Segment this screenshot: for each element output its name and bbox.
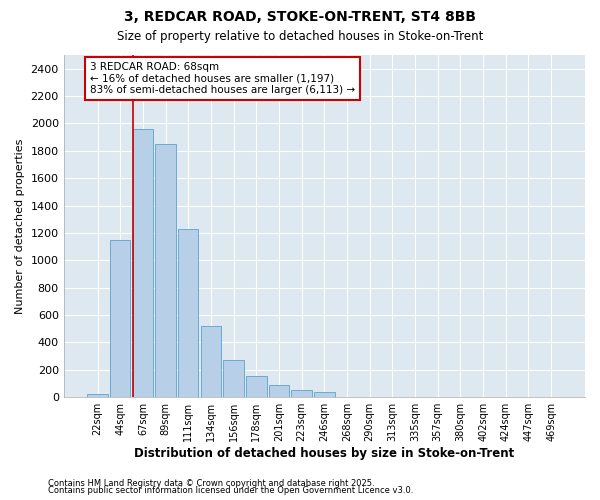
Text: Contains public sector information licensed under the Open Government Licence v3: Contains public sector information licen…: [48, 486, 413, 495]
Bar: [133, 129, 153, 397]
Bar: [359, 396, 380, 397]
Y-axis label: Number of detached properties: Number of detached properties: [15, 138, 25, 314]
Bar: [269, 385, 289, 397]
Bar: [110, 240, 130, 397]
Text: 3 REDCAR ROAD: 68sqm
← 16% of detached houses are smaller (1,197)
83% of semi-de: 3 REDCAR ROAD: 68sqm ← 16% of detached h…: [90, 62, 355, 95]
Text: Contains HM Land Registry data © Crown copyright and database right 2025.: Contains HM Land Registry data © Crown c…: [48, 478, 374, 488]
Bar: [382, 396, 403, 397]
Bar: [178, 229, 199, 397]
Bar: [88, 394, 108, 397]
Bar: [155, 144, 176, 397]
Bar: [223, 360, 244, 397]
Bar: [292, 390, 312, 397]
Bar: [201, 326, 221, 397]
Text: Size of property relative to detached houses in Stoke-on-Trent: Size of property relative to detached ho…: [117, 30, 483, 43]
Bar: [246, 376, 266, 397]
X-axis label: Distribution of detached houses by size in Stoke-on-Trent: Distribution of detached houses by size …: [134, 447, 514, 460]
Text: 3, REDCAR ROAD, STOKE-ON-TRENT, ST4 8BB: 3, REDCAR ROAD, STOKE-ON-TRENT, ST4 8BB: [124, 10, 476, 24]
Bar: [314, 392, 335, 397]
Bar: [337, 396, 357, 397]
